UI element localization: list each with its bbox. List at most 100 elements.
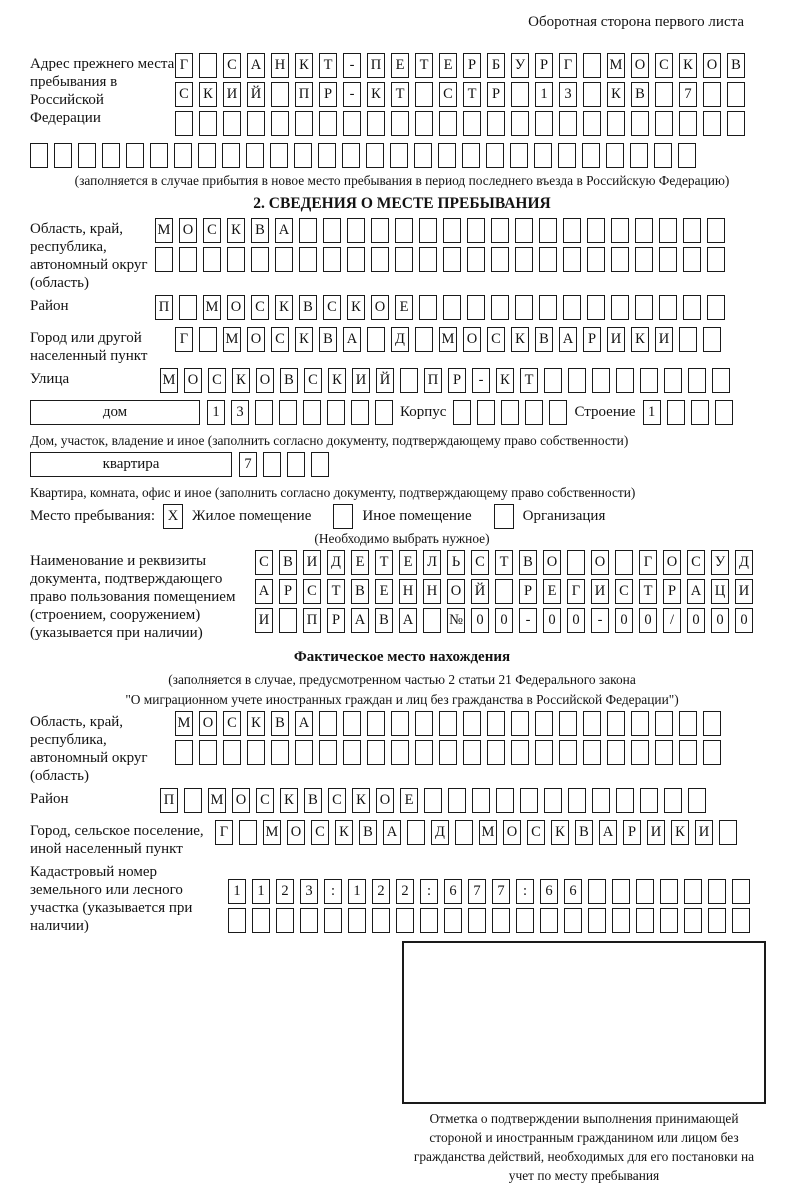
char-cell: Д: [431, 820, 449, 845]
char-cell: 1: [535, 82, 553, 107]
char-cell: [252, 908, 270, 933]
char-cell: М: [439, 327, 457, 352]
char-cell: [655, 740, 673, 765]
char-cell: И: [655, 327, 673, 352]
char-cell: [719, 820, 737, 845]
char-cell: [511, 740, 529, 765]
char-cell: О: [184, 368, 202, 393]
char-cell: [539, 295, 557, 320]
char-cell: В: [271, 711, 289, 736]
char-cell: [708, 879, 726, 904]
char-cell: [271, 111, 289, 136]
char-cell: [463, 740, 481, 765]
char-cell: [679, 327, 697, 352]
char-cell: [271, 82, 289, 107]
char-cell: [439, 111, 457, 136]
char-cell: А: [255, 579, 273, 604]
char-cell: К: [335, 820, 353, 845]
cadastral-label: Кадастровый номер земельного или лесного…: [30, 864, 193, 934]
char-cell: [559, 740, 577, 765]
char-cell: [342, 143, 360, 168]
char-cell: [612, 879, 630, 904]
char-cell: [443, 218, 461, 243]
stroenie-cells: 1: [642, 400, 733, 425]
char-cell: [684, 908, 702, 933]
char-cell: К: [607, 82, 625, 107]
char-cell: [179, 295, 197, 320]
char-cell: [520, 788, 538, 813]
char-cell: С: [615, 579, 633, 604]
char-cell: [150, 143, 168, 168]
street-label: Улица: [30, 371, 70, 387]
char-cell: 0: [495, 608, 513, 633]
char-cell: [703, 711, 721, 736]
char-cell: В: [359, 820, 377, 845]
char-cell: [540, 908, 558, 933]
cadastral-row-2: [228, 908, 750, 933]
char-cell: А: [295, 711, 313, 736]
char-cell: Д: [327, 550, 345, 575]
char-cell: Д: [735, 550, 753, 575]
char-cell: [592, 788, 610, 813]
actual-city-label: Город, сельское поселение, иной населенн…: [30, 823, 204, 857]
char-cell: [420, 908, 438, 933]
prev-address-note: (заполняется в случае прибытия в новое м…: [74, 173, 730, 188]
apartment-number-cells: 7: [239, 452, 329, 477]
stay-type-row: Место пребывания: X Жилое помещение Иное…: [30, 504, 774, 529]
char-cell: [712, 368, 730, 393]
char-cell: [295, 111, 313, 136]
char-cell: 1: [348, 879, 366, 904]
char-cell: Е: [439, 53, 457, 78]
char-cell: [515, 295, 533, 320]
char-cell: [525, 400, 544, 425]
char-cell: [324, 908, 342, 933]
char-cell: С: [304, 368, 322, 393]
char-cell: [559, 711, 577, 736]
char-cell: К: [671, 820, 689, 845]
char-cell: [439, 740, 457, 765]
char-cell: К: [275, 295, 293, 320]
actual-location-note-1: (заполняется в случае, предусмотренном ч…: [168, 672, 636, 687]
char-cell: [54, 143, 72, 168]
char-cell: [175, 111, 193, 136]
char-cell: [587, 218, 605, 243]
char-cell: В: [251, 218, 269, 243]
char-cell: Г: [175, 53, 193, 78]
char-cell: В: [280, 368, 298, 393]
char-cell: В: [319, 327, 337, 352]
char-cell: :: [516, 879, 534, 904]
char-cell: 1: [642, 400, 661, 425]
char-cell: М: [208, 788, 226, 813]
char-cell: О: [247, 327, 265, 352]
region-label: Область, край, республика, автономный ок…: [30, 221, 148, 291]
char-cell: Й: [376, 368, 394, 393]
char-cell: К: [551, 820, 569, 845]
char-cell: К: [631, 327, 649, 352]
char-cell: [615, 550, 633, 575]
stay-option-residential-checkbox: X: [163, 504, 183, 529]
char-cell: В: [351, 579, 369, 604]
char-cell: 7: [492, 879, 510, 904]
char-cell: 2: [396, 879, 414, 904]
house-type-box: дом: [30, 400, 200, 425]
char-cell: [294, 143, 312, 168]
char-cell: 0: [567, 608, 585, 633]
char-cell: [664, 788, 682, 813]
char-cell: Е: [351, 550, 369, 575]
cadastral-block: Кадастровый номер земельного или лесного…: [30, 861, 774, 937]
char-cell: [463, 711, 481, 736]
char-cell: [563, 247, 581, 272]
char-cell: А: [343, 327, 361, 352]
char-cell: Ц: [711, 579, 729, 604]
char-cell: И: [303, 550, 321, 575]
char-cell: 0: [543, 608, 561, 633]
char-cell: [563, 295, 581, 320]
char-cell: О: [232, 788, 250, 813]
char-cell: Е: [391, 53, 409, 78]
char-cell: О: [503, 820, 521, 845]
actual-location-note-2: "О миграционном учете иностранных гражда…: [125, 692, 679, 707]
char-cell: -: [519, 608, 537, 633]
char-cell: [559, 111, 577, 136]
char-cell: Р: [448, 368, 466, 393]
